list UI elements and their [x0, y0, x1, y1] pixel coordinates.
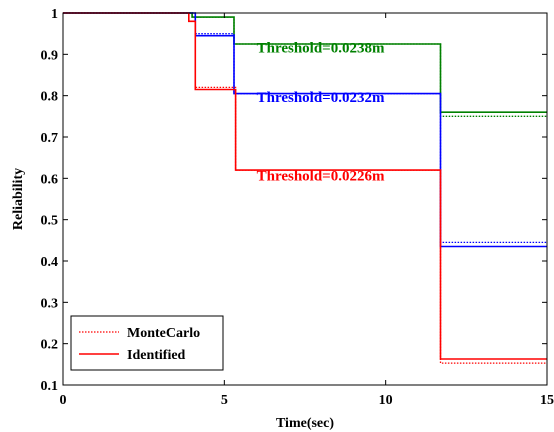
- y-tick-label: 0.9: [41, 48, 59, 63]
- x-tick-label: 5: [221, 393, 228, 408]
- y-tick-label: 0.2: [41, 338, 59, 353]
- legend-label-identified: Identified: [127, 348, 186, 363]
- y-tick-label: 0.5: [41, 214, 59, 229]
- threshold-annotation: Threshold=0.0226m: [257, 168, 385, 184]
- series-line-identified-0.0226m: [63, 12, 547, 360]
- plot-frame: [62, 12, 548, 386]
- threshold-annotation: Threshold=0.0238m: [257, 40, 385, 56]
- legend: MonteCarlo Identified: [70, 315, 224, 371]
- legend-label-montecarlo: MonteCarlo: [127, 326, 200, 341]
- y-tick-label: 1: [51, 7, 58, 22]
- tick-layer: 0 5 10 15 0.1 0.2 0.3 0.4 0.5 0.6 0.7 0.8 0.9 1: [41, 7, 554, 408]
- y-tick-label: 0.7: [41, 131, 59, 146]
- x-tick-label: 10: [379, 393, 393, 408]
- y-tick-label: 0.1: [41, 379, 59, 394]
- y-tick-label: 0.3: [41, 296, 59, 311]
- x-tick-label: 0: [60, 393, 67, 408]
- threshold-annotation: Threshold=0.0232m: [257, 90, 385, 106]
- legend-box: [70, 315, 224, 371]
- x-axis-label: Time(sec): [276, 416, 334, 431]
- y-tick-label: 0.8: [41, 90, 59, 105]
- annotation-layer: Threshold=0.0238m Threshold=0.0232m Thresh…: [257, 40, 385, 184]
- y-tick-label: 0.4: [41, 255, 59, 270]
- x-tick-label: 15: [540, 393, 554, 408]
- series-layer: [63, 12, 547, 364]
- y-tick-label: 0.6: [41, 172, 59, 187]
- y-axis-label: Reliability: [11, 168, 26, 230]
